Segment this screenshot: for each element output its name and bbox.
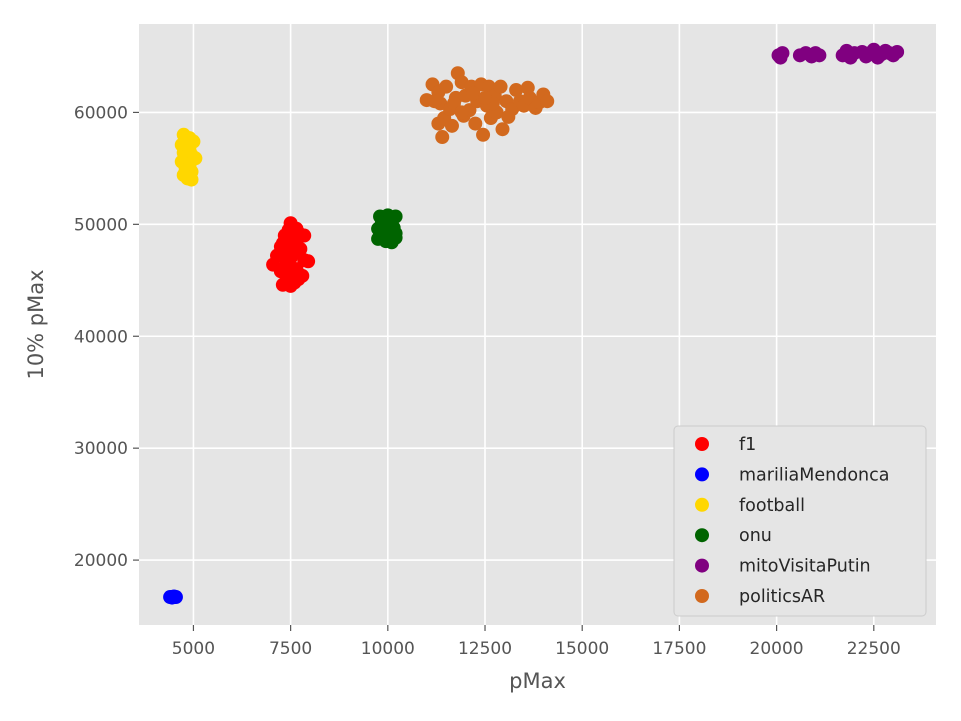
- legend-marker: [695, 467, 709, 482]
- data-point: [388, 230, 403, 245]
- legend-items: f1 mariliaMendonca football onu mitoVisitaPu…: [695, 435, 890, 607]
- x-tick-label: 22500: [847, 639, 901, 659]
- legend-label: football: [739, 496, 805, 516]
- data-point: [890, 44, 905, 59]
- y-tick-label: 60000: [74, 103, 128, 123]
- legend-marker: [695, 589, 709, 603]
- data-point: [493, 79, 508, 94]
- legend-marker: [695, 558, 709, 573]
- legend-label: f1: [739, 435, 756, 455]
- x-axis-label: pMax: [509, 669, 566, 693]
- data-point: [281, 222, 296, 237]
- x-tick-label: 12500: [458, 639, 512, 659]
- legend-item: onu: [695, 526, 772, 546]
- y-axis-label: 10% pMax: [24, 269, 48, 379]
- series-f1: [266, 216, 316, 293]
- x-tick-label: 17500: [652, 639, 706, 659]
- series-football: [174, 127, 203, 187]
- series-mariliaMendonca: [163, 589, 183, 605]
- data-point: [427, 94, 442, 109]
- data-point: [812, 48, 827, 63]
- series-politicsAR: [419, 66, 555, 145]
- series-onu: [371, 208, 403, 250]
- data-point: [435, 130, 450, 145]
- legend-label: onu: [739, 526, 772, 546]
- data-point: [454, 105, 469, 120]
- x-axis-ticks: 5000 7500 10000 12500 15000 17500 20000 22500: [172, 625, 901, 659]
- data-point: [291, 272, 306, 287]
- data-point: [444, 118, 459, 133]
- data-point: [509, 83, 524, 98]
- legend-item: f1: [695, 435, 756, 455]
- y-tick-label: 30000: [74, 439, 128, 459]
- legend-item: mariliaMendonca: [695, 465, 890, 485]
- legend-item: football: [695, 496, 805, 516]
- data-points: [163, 42, 905, 605]
- x-tick-label: 7500: [269, 639, 312, 659]
- legend: f1 mariliaMendonca football onu mitoVisitaPu…: [673, 425, 927, 617]
- x-tick-label: 15000: [555, 639, 609, 659]
- data-point: [478, 90, 493, 105]
- data-point: [275, 236, 290, 251]
- data-point: [182, 143, 197, 158]
- data-point: [773, 50, 788, 65]
- data-point: [301, 254, 316, 269]
- data-point: [291, 230, 306, 245]
- data-point: [431, 116, 446, 131]
- data-point: [382, 212, 397, 227]
- legend-marker: [695, 497, 709, 512]
- data-point: [468, 116, 483, 131]
- legend-box: [673, 425, 927, 617]
- series-mitoVisitaPutin: [771, 42, 905, 65]
- data-point: [495, 122, 510, 137]
- data-point: [166, 589, 181, 604]
- legend-marker: [695, 528, 709, 543]
- x-tick-label: 10000: [361, 639, 415, 659]
- legend-label: mitoVisitaPutin: [739, 557, 871, 577]
- data-point: [287, 245, 302, 260]
- y-tick-label: 20000: [74, 551, 128, 571]
- data-point: [520, 80, 535, 95]
- legend-item: politicsAR: [695, 587, 825, 607]
- y-tick-label: 50000: [74, 215, 128, 235]
- data-point: [466, 86, 481, 101]
- legend-label: politicsAR: [739, 587, 825, 607]
- x-tick-label: 20000: [750, 639, 804, 659]
- data-point: [439, 79, 454, 94]
- data-point: [501, 109, 516, 124]
- y-axis-ticks: 20000 30000 40000 50000 60000: [74, 103, 139, 571]
- data-point: [184, 172, 199, 187]
- data-point: [476, 127, 491, 142]
- legend-item: mitoVisitaPutin: [695, 557, 871, 577]
- data-point: [540, 94, 555, 109]
- legend-label: mariliaMendonca: [739, 465, 890, 485]
- x-tick-label: 5000: [172, 639, 215, 659]
- legend-marker: [695, 437, 709, 451]
- y-tick-label: 40000: [74, 327, 128, 347]
